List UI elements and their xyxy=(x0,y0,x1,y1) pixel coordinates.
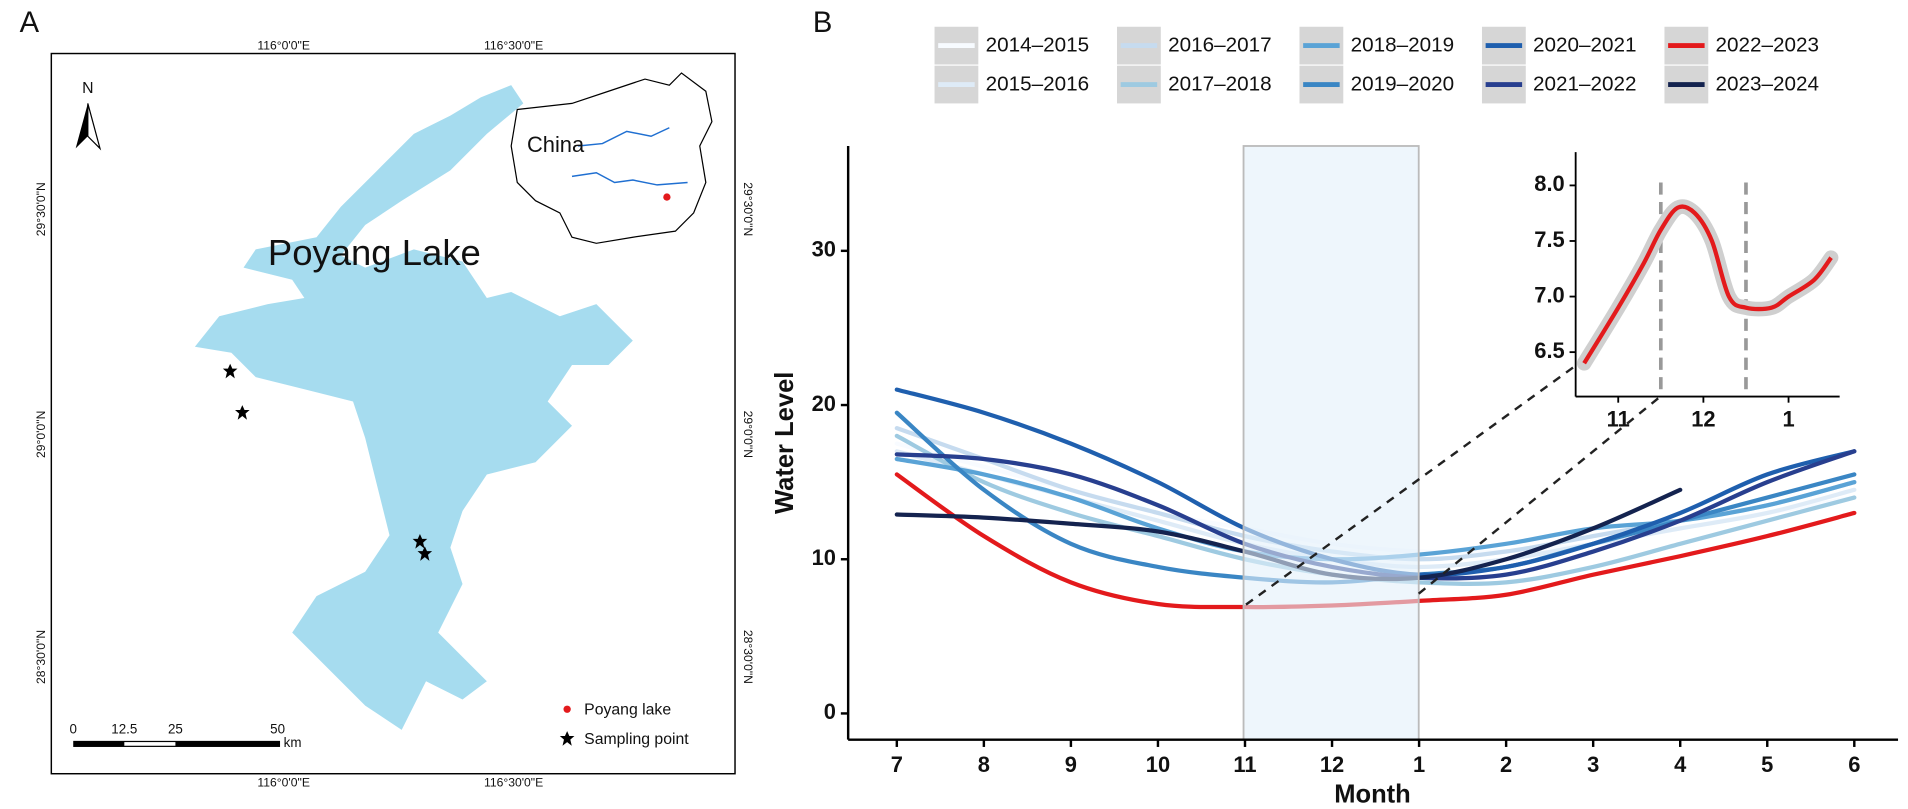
north-arrow xyxy=(75,103,88,149)
scale-label: 12.5 xyxy=(111,721,137,736)
lon-label: 116°0'0"E xyxy=(257,776,310,790)
inset-y-tick-label: 7.0 xyxy=(1534,282,1564,307)
china-outline xyxy=(510,72,713,244)
y-tick-label: 10 xyxy=(812,545,836,570)
legend-label: 2014–2015 xyxy=(986,34,1089,57)
x-tick-label: 11 xyxy=(1233,752,1256,777)
lon-label: 116°30'0"E xyxy=(484,776,543,790)
scale-unit: km xyxy=(284,735,302,750)
legend-label: 2018–2019 xyxy=(1351,34,1454,57)
inset-line xyxy=(1582,204,1833,365)
highlight-region xyxy=(1242,145,1420,741)
north-label: N xyxy=(82,80,93,97)
lat-label: 29°30'0"N xyxy=(34,182,48,236)
lake xyxy=(194,85,633,730)
lat-label: 29°30'0"N xyxy=(741,182,755,236)
x-tick-label: 9 xyxy=(1065,752,1077,777)
inset-x-tick-label: 11 xyxy=(1607,407,1630,432)
legend-label: Sampling point xyxy=(584,731,689,748)
river xyxy=(578,127,670,147)
legend-label: 2017–2018 xyxy=(1168,73,1271,96)
lon-label: 116°0'0"E xyxy=(257,38,310,52)
y-tick-label: 30 xyxy=(812,237,836,262)
legend-label: 2019–2020 xyxy=(1351,73,1454,96)
x-tick-label: 2 xyxy=(1500,752,1512,777)
inset-label: China xyxy=(527,132,585,157)
inset-y-tick-label: 8.0 xyxy=(1534,171,1564,196)
x-tick-label: 4 xyxy=(1674,752,1687,777)
lon-label: 116°30'0"E xyxy=(484,38,543,52)
legend-symbol xyxy=(563,705,571,713)
lake-label: Poyang Lake xyxy=(268,232,481,273)
poyang-dot xyxy=(663,193,671,201)
scale-bar xyxy=(124,742,176,746)
lat-label: 28°30'0"N xyxy=(34,630,48,684)
lat-label: 28°30'0"N xyxy=(741,630,755,684)
x-tick-label: 5 xyxy=(1761,752,1773,777)
scale-bar xyxy=(73,740,281,747)
legend-label: 2022–2023 xyxy=(1716,34,1819,57)
inset-background xyxy=(1575,152,1840,397)
y-axis-label: Water Level xyxy=(771,372,799,514)
inset-y-tick-label: 6.5 xyxy=(1534,338,1564,363)
legend-label: Poyang lake xyxy=(584,702,671,719)
y-tick-label: 0 xyxy=(824,699,836,724)
legend-label: 2016–2017 xyxy=(1168,34,1271,57)
inset-x-tick-label: 12 xyxy=(1691,407,1715,432)
panel-label: A xyxy=(20,7,40,39)
scale-label: 50 xyxy=(270,721,285,736)
legend-label: 2020–2021 xyxy=(1533,34,1636,57)
scale-label: 0 xyxy=(69,721,76,736)
x-tick-label: 8 xyxy=(978,752,990,777)
panel-label: B xyxy=(813,7,832,39)
x-tick-label: 1 xyxy=(1413,752,1425,777)
lat-label: 29°0'0"N xyxy=(34,411,48,458)
x-tick-label: 12 xyxy=(1320,752,1344,777)
inset-y-tick-label: 7.5 xyxy=(1534,227,1564,252)
y-tick-label: 20 xyxy=(812,391,836,416)
x-tick-label: 7 xyxy=(891,752,903,777)
x-tick-label: 3 xyxy=(1587,752,1599,777)
legend-label: 2021–2022 xyxy=(1533,73,1636,96)
zoom-line xyxy=(1245,366,1574,606)
lat-label: 29°0'0"N xyxy=(741,411,755,458)
x-axis-label: Month xyxy=(1334,780,1411,808)
x-tick-label: 10 xyxy=(1146,752,1170,777)
north-arrow xyxy=(87,103,102,151)
inset-x-tick-label: 1 xyxy=(1782,407,1794,432)
scale-label: 25 xyxy=(168,721,183,736)
x-tick-label: 6 xyxy=(1848,752,1860,777)
river xyxy=(571,171,688,186)
legend-label: 2023–2024 xyxy=(1716,73,1819,96)
legend-label: 2015–2016 xyxy=(986,73,1089,96)
